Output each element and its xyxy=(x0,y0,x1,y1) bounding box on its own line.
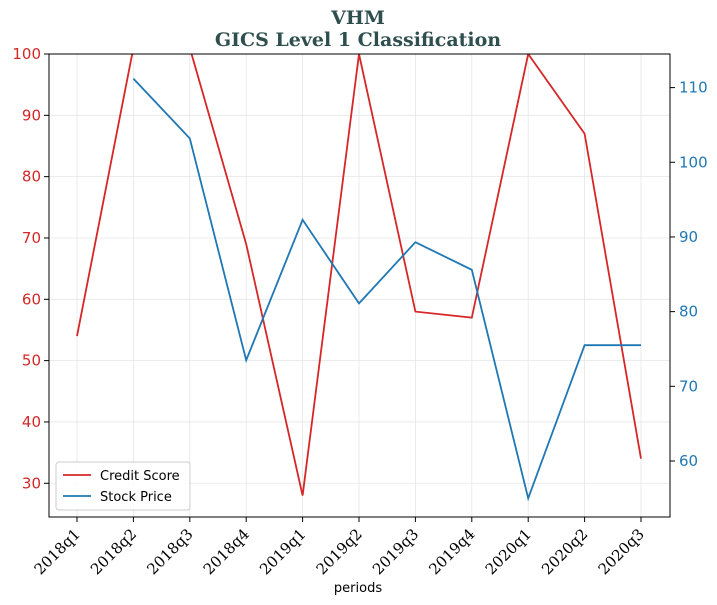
x-axis-tick-label: 2018q1 xyxy=(31,525,84,578)
x-axis-tick-label: 2019q4 xyxy=(425,525,478,578)
x-axis-tick-label: 2018q2 xyxy=(87,525,140,578)
legend-box xyxy=(55,461,191,511)
right-axis-tick-label: 100 xyxy=(679,153,708,171)
right-axis-tick-label: 80 xyxy=(679,303,698,321)
x-axis-tick-label: 2018q3 xyxy=(143,525,196,578)
x-axis-tick-label: 2019q2 xyxy=(313,525,366,578)
right-axis-tick-label: 90 xyxy=(679,228,698,246)
legend: Credit Score Stock Price xyxy=(55,461,191,511)
series-lines xyxy=(76,54,642,502)
chart-title: VHM xyxy=(330,7,385,29)
left-axis-tick-label: 60 xyxy=(22,290,41,308)
left-axis-tick-label: 90 xyxy=(22,106,41,124)
x-axis-tick-label: 2020q2 xyxy=(538,525,591,578)
x-axis-tick-label: 2019q1 xyxy=(256,525,309,578)
series-line-stock-price xyxy=(132,77,641,502)
left-axis-tick-label: 70 xyxy=(22,229,41,247)
x-axis-tick-label: 2020q3 xyxy=(595,525,648,578)
left-axis-tick-label: 50 xyxy=(22,352,41,370)
left-axis-tick-label: 100 xyxy=(12,45,41,63)
left-axis-tick-label: 80 xyxy=(22,168,41,186)
left-axis-tick-label: 40 xyxy=(22,413,41,431)
x-axis-tick-label: 2019q3 xyxy=(369,525,422,578)
series-line-credit-score xyxy=(76,54,642,496)
right-axis-tick-label: 60 xyxy=(679,452,698,470)
right-axis-tick-label: 110 xyxy=(679,79,708,97)
left-axis-tick-label: 30 xyxy=(22,474,41,492)
legend-label: Stock Price xyxy=(100,490,172,505)
right-axis-tick-label: 70 xyxy=(679,377,698,395)
x-axis-label: periods xyxy=(334,581,382,596)
legend-label: Credit Score xyxy=(100,469,180,484)
x-axis-tick-label: 2020q1 xyxy=(482,525,535,578)
x-axis-tick-label: 2018q4 xyxy=(200,525,253,578)
chart-subtitle: GICS Level 1 Classification xyxy=(215,29,501,51)
